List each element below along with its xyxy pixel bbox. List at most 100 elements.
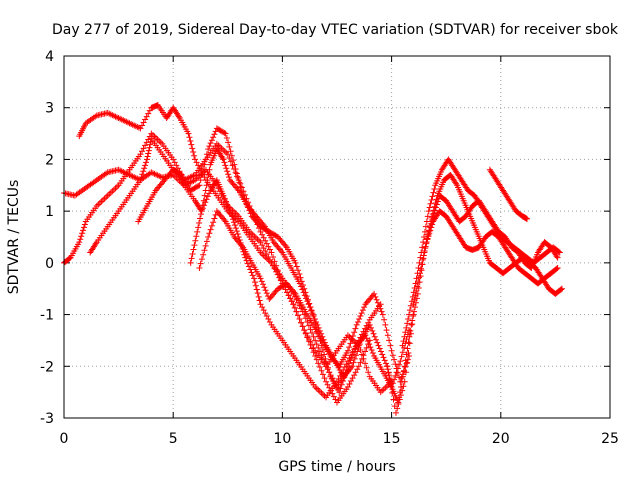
data-point — [261, 284, 268, 291]
data-point — [251, 279, 258, 286]
data-point — [305, 322, 312, 329]
data-point — [392, 409, 399, 416]
data-point — [382, 321, 389, 328]
data-point — [197, 211, 204, 218]
data-point — [323, 378, 330, 385]
data-point — [202, 187, 209, 194]
data-point — [77, 236, 84, 243]
data-point — [146, 144, 153, 151]
data-point — [309, 341, 316, 348]
data-point — [346, 360, 353, 367]
data-point — [402, 329, 409, 336]
data-point — [257, 301, 264, 308]
data-point — [242, 254, 249, 261]
data-point — [428, 197, 435, 204]
data-point — [137, 177, 144, 184]
data-point — [288, 298, 295, 305]
data-point — [140, 145, 147, 152]
data-point — [257, 275, 264, 282]
data-point — [157, 139, 164, 146]
data-point — [293, 263, 300, 270]
data-point — [346, 381, 353, 388]
data-point — [303, 295, 310, 302]
data-point — [366, 321, 373, 328]
data-point — [270, 262, 277, 269]
data-point — [398, 353, 405, 360]
data-point — [558, 286, 565, 293]
x-tick-label: 15 — [383, 431, 401, 447]
data-point — [201, 192, 208, 199]
data-point — [142, 116, 149, 123]
y-tick-label: 2 — [45, 152, 54, 168]
data-point — [221, 217, 228, 224]
data-point — [387, 378, 394, 385]
data-point — [321, 351, 328, 358]
data-point — [205, 171, 212, 178]
data-point — [208, 137, 215, 144]
data-point — [368, 347, 375, 354]
data-point — [425, 208, 432, 215]
data-point — [143, 156, 150, 163]
data-point — [356, 341, 363, 348]
data-point — [271, 265, 278, 272]
data-point — [321, 392, 328, 399]
data-point — [415, 279, 422, 286]
data-point — [197, 177, 204, 184]
data-point — [354, 366, 361, 373]
data-point — [196, 182, 203, 189]
data-point — [187, 259, 194, 266]
data-point — [384, 363, 391, 370]
data-point — [145, 147, 152, 154]
series-track-7 — [196, 208, 413, 385]
data-point — [355, 344, 362, 351]
data-point — [221, 195, 228, 202]
data-point — [203, 182, 210, 189]
data-point — [246, 263, 253, 270]
data-point — [380, 354, 387, 361]
data-point — [114, 183, 121, 190]
data-point — [78, 233, 85, 240]
data-point — [202, 242, 209, 249]
data-point — [347, 357, 354, 364]
data-point — [197, 215, 204, 222]
data-point — [313, 385, 320, 392]
data-point — [339, 378, 346, 385]
data-point — [227, 148, 234, 155]
data-point — [379, 387, 386, 394]
data-point — [352, 325, 359, 332]
data-point — [205, 146, 212, 153]
data-point — [362, 348, 369, 355]
data-point — [318, 389, 325, 396]
data-point — [299, 323, 306, 330]
data-point — [98, 198, 105, 205]
data-point — [554, 254, 561, 261]
data-point — [336, 389, 343, 396]
data-point — [372, 293, 379, 300]
data-point — [270, 253, 277, 260]
data-point — [348, 364, 355, 371]
data-point — [188, 255, 195, 262]
data-point — [393, 365, 400, 372]
data-point — [223, 135, 230, 142]
data-point — [251, 275, 258, 282]
data-point — [257, 239, 264, 246]
data-point — [304, 298, 311, 305]
data-point — [297, 274, 304, 281]
data-point — [221, 159, 228, 166]
data-point — [377, 348, 384, 355]
data-point — [373, 296, 380, 303]
data-point — [231, 219, 238, 226]
data-point — [171, 159, 178, 166]
data-point — [149, 132, 156, 139]
series-track-11 — [423, 192, 561, 272]
data-point — [413, 287, 420, 294]
data-point — [329, 390, 336, 397]
data-point — [265, 316, 272, 323]
data-point — [416, 270, 423, 277]
data-point — [421, 234, 428, 240]
data-point — [200, 251, 207, 258]
data-point — [224, 201, 231, 208]
data-point — [405, 339, 412, 346]
data-point — [369, 327, 376, 334]
data-point — [219, 154, 226, 161]
